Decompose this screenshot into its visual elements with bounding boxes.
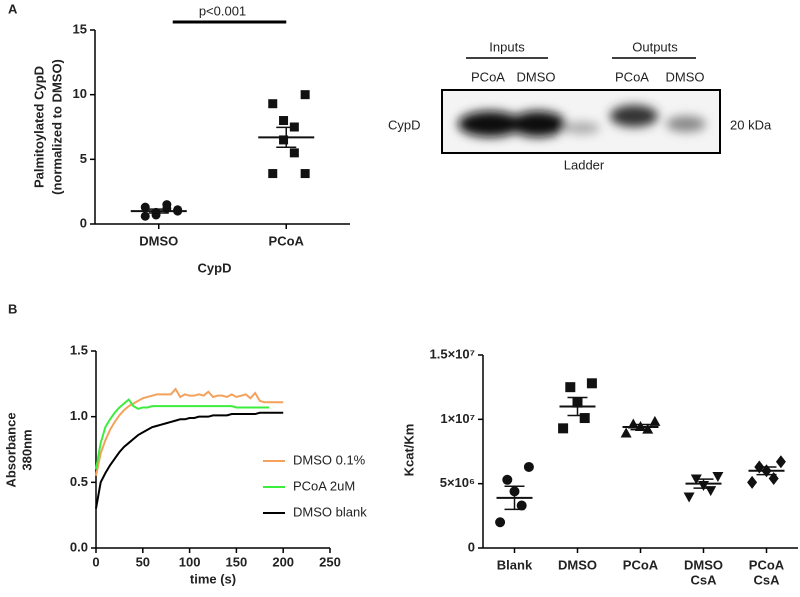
y-axis-title: (normalized to DMSO) — [49, 59, 64, 195]
point — [516, 500, 527, 511]
point — [268, 169, 278, 179]
y-axis-title: Palmitoylated CypD — [31, 66, 46, 188]
series-line — [95, 387, 284, 476]
x-tick-label: DMSO — [684, 557, 723, 572]
y-tick-label: 0.0 — [70, 539, 88, 554]
blot-group: Outputs — [632, 39, 678, 54]
panel-label: B — [8, 301, 17, 316]
x-tick-label: CsA — [690, 572, 717, 587]
x-tick-label: DMSO — [139, 233, 178, 248]
y-axis-title: Kcat/Km — [401, 424, 416, 477]
x-axis-title: CypD — [198, 260, 232, 275]
y-axis-title: Absorbance — [3, 412, 18, 487]
blot-size: 20 kDa — [730, 117, 772, 132]
legend-label: DMSO blank — [293, 504, 367, 519]
y-tick-label: 1.5 — [70, 342, 88, 357]
point — [268, 99, 278, 109]
error-bar — [567, 396, 588, 417]
point — [747, 475, 758, 489]
point — [579, 413, 590, 424]
error-bar — [148, 208, 169, 214]
x-tick-label: 250 — [319, 554, 341, 569]
error-bar — [276, 126, 297, 149]
y-tick-label: 15 — [73, 21, 87, 36]
y-tick-label: 5 — [80, 151, 87, 166]
point — [620, 427, 632, 438]
lane-label: PCoA — [615, 69, 649, 84]
point — [649, 415, 661, 426]
x-tick-label: 100 — [179, 554, 201, 569]
y-tick-label: 1.5×10⁷ — [430, 346, 476, 361]
blot-row-label: CypD — [388, 117, 421, 132]
x-tick-label: 50 — [136, 554, 150, 569]
y-tick-label: 1.0 — [70, 408, 88, 423]
point — [289, 148, 299, 158]
x-tick-label: Blank — [497, 557, 533, 572]
point — [279, 135, 289, 145]
y-axis-title: 380nm — [19, 429, 34, 470]
lane-label: PCoA — [471, 69, 505, 84]
legend-label: PCoA 2uM — [293, 478, 355, 493]
y-tick-label: 10 — [73, 86, 87, 101]
point — [140, 202, 150, 212]
y-tick-label: 0.5 — [70, 474, 88, 489]
point — [565, 382, 576, 393]
point — [140, 211, 150, 221]
point — [683, 492, 695, 503]
x-tick-label: PCoA — [749, 557, 785, 572]
point — [558, 423, 569, 434]
blot-image — [441, 89, 721, 154]
point — [300, 90, 310, 100]
y-tick-label: 5×10⁶ — [440, 475, 475, 490]
point — [495, 517, 506, 528]
x-axis-title: time (s) — [190, 571, 236, 586]
lane-label: DMSO — [666, 69, 705, 84]
lane-label: DMSO — [517, 69, 556, 84]
blot-group: Inputs — [489, 39, 525, 54]
x-tick-label: PCoA — [623, 557, 659, 572]
x-tick-label: 150 — [226, 554, 248, 569]
series-line — [95, 398, 270, 470]
x-tick-label: 200 — [272, 554, 294, 569]
annotation: p<0.001 — [199, 3, 246, 18]
error-bar — [630, 423, 651, 431]
point — [300, 169, 310, 179]
error-bar — [756, 466, 777, 476]
point — [523, 461, 534, 472]
x-tick-label: PCoA — [269, 233, 305, 248]
point — [775, 455, 786, 469]
y-tick-label: 0 — [468, 539, 475, 554]
x-tick-label: CsA — [753, 572, 780, 587]
error-bar — [693, 478, 714, 489]
blot-ladder: Ladder — [564, 157, 605, 172]
y-tick-label: 1×10⁷ — [440, 411, 475, 426]
point — [627, 418, 639, 429]
point — [279, 116, 289, 126]
y-tick-label: 0 — [80, 215, 87, 230]
legend-label: DMSO 0.1% — [293, 452, 366, 467]
point — [642, 423, 654, 434]
point — [712, 471, 724, 482]
point — [502, 474, 513, 485]
panel-label: A — [8, 1, 18, 16]
point — [586, 378, 597, 389]
x-tick-label: DMSO — [558, 557, 597, 572]
point — [173, 205, 183, 215]
error-bar — [504, 485, 525, 511]
series-line — [95, 411, 284, 509]
x-tick-label: 0 — [92, 554, 99, 569]
